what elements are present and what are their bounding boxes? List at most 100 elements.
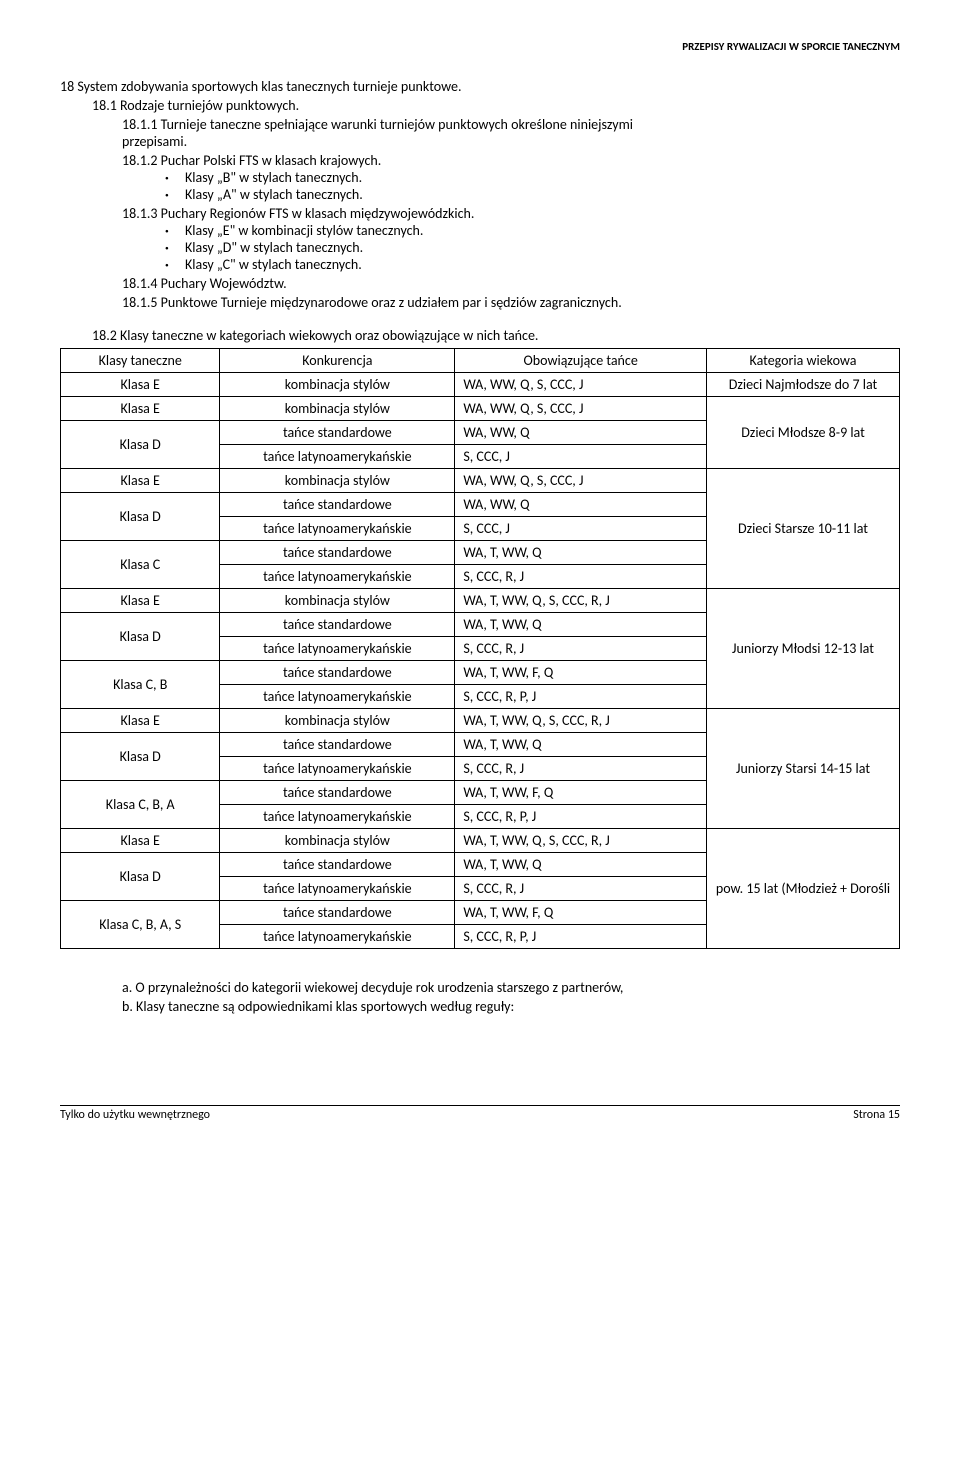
note-b: b. Klasy taneczne są odpowiednikami klas… xyxy=(122,998,900,1015)
cell-dances: WA, T, WW, Q xyxy=(455,541,707,565)
cell-dances: S, CCC, R, J xyxy=(455,757,707,781)
cell-class: Klasa D xyxy=(61,733,220,781)
table-notes: a. O przynależności do kategorii wiekowe… xyxy=(122,979,900,1015)
cell-dances: WA, T, WW, Q, S, CCC, R, J xyxy=(455,829,707,853)
cell-competition: tańce standardowe xyxy=(220,493,455,517)
cell-dances: WA, WW, Q xyxy=(455,421,707,445)
sec-1814: 18.1.4 Puchary Województw. xyxy=(122,275,900,292)
cell-class: Klasa E xyxy=(61,829,220,853)
sec-1812: 18.1.2 Puchar Polski FTS w klasach krajo… xyxy=(122,152,900,169)
cell-dances: S, CCC, J xyxy=(455,517,707,541)
cell-age-category: Juniorzy Młodsi 12-13 lat xyxy=(707,589,900,709)
note-a: a. O przynależności do kategorii wiekowe… xyxy=(122,979,900,996)
cell-competition: kombinacja stylów xyxy=(220,373,455,397)
cell-competition: tańce latynoamerykańskie xyxy=(220,517,455,541)
sec-1811-line2: przepisami. xyxy=(122,133,900,150)
cell-age-category: Dzieci Najmłodsze do 7 lat xyxy=(707,373,900,397)
table-row: Klasa Ekombinacja stylówWA, WW, Q, S, CC… xyxy=(61,469,900,493)
sec-181-title: 18.1 Rodzaje turniejów punktowych. xyxy=(92,97,900,114)
cell-dances: WA, T, WW, Q, S, CCC, R, J xyxy=(455,589,707,613)
cell-dances: S, CCC, R, P, J xyxy=(455,805,707,829)
cell-competition: tańce latynoamerykańskie xyxy=(220,877,455,901)
cell-dances: WA, T, WW, F, Q xyxy=(455,781,707,805)
cell-age-category: Dzieci Młodsze 8-9 lat xyxy=(707,397,900,469)
table-row: Klasa Ekombinacja stylówWA, T, WW, Q, S,… xyxy=(61,829,900,853)
cell-class: Klasa C, B, A xyxy=(61,781,220,829)
cell-class: Klasa E xyxy=(61,469,220,493)
cell-competition: tańce standardowe xyxy=(220,421,455,445)
cell-competition: tańce latynoamerykańskie xyxy=(220,805,455,829)
cell-class: Klasa E xyxy=(61,373,220,397)
table-row: Klasa Ekombinacja stylówWA, T, WW, Q, S,… xyxy=(61,589,900,613)
cell-competition: tańce standardowe xyxy=(220,781,455,805)
dance-classes-table: Klasy taneczne Konkurencja Obowiązujące … xyxy=(60,348,900,949)
cell-competition: tańce standardowe xyxy=(220,541,455,565)
cell-class: Klasa E xyxy=(61,397,220,421)
table-row: Klasa Ekombinacja stylówWA, WW, Q, S, CC… xyxy=(61,397,900,421)
th-competition: Konkurencja xyxy=(220,349,455,373)
sec-1811-line1: 18.1.1 Turnieje taneczne spełniające war… xyxy=(122,116,900,133)
cell-competition: kombinacja stylów xyxy=(220,589,455,613)
table-row: Klasa Ekombinacja stylówWA, WW, Q, S, CC… xyxy=(61,373,900,397)
cell-dances: WA, WW, Q, S, CCC, J xyxy=(455,373,707,397)
cell-competition: tańce latynoamerykańskie xyxy=(220,757,455,781)
cell-class: Klasa E xyxy=(61,589,220,613)
cell-class: Klasa C, B, A, S xyxy=(61,901,220,949)
table-row: Klasa Ekombinacja stylówWA, T, WW, Q, S,… xyxy=(61,709,900,733)
cell-class: Klasa D xyxy=(61,493,220,541)
cell-class: Klasa D xyxy=(61,613,220,661)
cell-competition: tańce standardowe xyxy=(220,613,455,637)
cell-class: Klasa C xyxy=(61,541,220,589)
th-dances: Obowiązujące tańce xyxy=(455,349,707,373)
cell-class: Klasa D xyxy=(61,421,220,469)
cell-dances: WA, T, WW, Q xyxy=(455,853,707,877)
th-classes: Klasy taneczne xyxy=(61,349,220,373)
cell-dances: S, CCC, J xyxy=(455,445,707,469)
cell-dances: S, CCC, R, J xyxy=(455,877,707,901)
cell-dances: S, CCC, R, P, J xyxy=(455,685,707,709)
bullet-b: Klasy „B" w stylach tanecznych. xyxy=(185,169,900,186)
cell-competition: tańce latynoamerykańskie xyxy=(220,685,455,709)
bullet-c: Klasy „C" w stylach tanecznych. xyxy=(185,256,900,273)
cell-class: Klasa C, B xyxy=(61,661,220,709)
cell-dances: S, CCC, R, J xyxy=(455,565,707,589)
cell-dances: WA, T, WW, Q, S, CCC, R, J xyxy=(455,709,707,733)
th-age-category: Kategoria wiekowa xyxy=(707,349,900,373)
cell-dances: S, CCC, R, P, J xyxy=(455,925,707,949)
cell-competition: tańce latynoamerykańskie xyxy=(220,565,455,589)
cell-competition: tańce latynoamerykańskie xyxy=(220,445,455,469)
cell-competition: tańce latynoamerykańskie xyxy=(220,925,455,949)
cell-dances: WA, WW, Q, S, CCC, J xyxy=(455,469,707,493)
footer-left-text: Tylko do użytku wewnętrznego xyxy=(60,1108,210,1122)
cell-competition: kombinacja stylów xyxy=(220,397,455,421)
cell-competition: tańce standardowe xyxy=(220,733,455,757)
bullet-d: Klasy „D" w stylach tanecznych. xyxy=(185,239,900,256)
sec-1813: 18.1.3 Puchary Regionów FTS w klasach mi… xyxy=(122,205,900,222)
cell-competition: kombinacja stylów xyxy=(220,469,455,493)
bullet-a: Klasy „A" w stylach tanecznych. xyxy=(185,186,900,203)
cell-age-category: Juniorzy Starsi 14-15 lat xyxy=(707,709,900,829)
footer-page-number: Strona 15 xyxy=(853,1108,900,1122)
table-body: Klasa Ekombinacja stylówWA, WW, Q, S, CC… xyxy=(61,373,900,949)
cell-class: Klasa E xyxy=(61,709,220,733)
document-header: PRZEPISY RYWALIZACJI W SPORCIE TANECZNYM xyxy=(60,40,900,53)
sec-1815: 18.1.5 Punktowe Turnieje międzynarodowe … xyxy=(122,294,900,311)
cell-age-category: pow. 15 lat (Młodzież + Dorośli xyxy=(707,829,900,949)
cell-dances: WA, T, WW, F, Q xyxy=(455,901,707,925)
sec-18-title: 18 System zdobywania sportowych klas tan… xyxy=(60,78,900,95)
table-header-row: Klasy taneczne Konkurencja Obowiązujące … xyxy=(61,349,900,373)
cell-competition: tańce latynoamerykańskie xyxy=(220,637,455,661)
cell-competition: tańce standardowe xyxy=(220,661,455,685)
cell-competition: kombinacja stylów xyxy=(220,709,455,733)
cell-class: Klasa D xyxy=(61,853,220,901)
cell-competition: tańce standardowe xyxy=(220,853,455,877)
cell-dances: WA, T, WW, Q xyxy=(455,613,707,637)
cell-dances: WA, T, WW, F, Q xyxy=(455,661,707,685)
page-footer: Tylko do użytku wewnętrznego Strona 15 xyxy=(60,1105,900,1122)
cell-dances: WA, WW, Q xyxy=(455,493,707,517)
bullet-e: Klasy „E" w kombinacji stylów tanecznych… xyxy=(185,222,900,239)
cell-dances: WA, T, WW, Q xyxy=(455,733,707,757)
cell-competition: tańce standardowe xyxy=(220,901,455,925)
cell-competition: kombinacja stylów xyxy=(220,829,455,853)
sec-182-title: 18.2 Klasy taneczne w kategoriach wiekow… xyxy=(92,327,900,344)
